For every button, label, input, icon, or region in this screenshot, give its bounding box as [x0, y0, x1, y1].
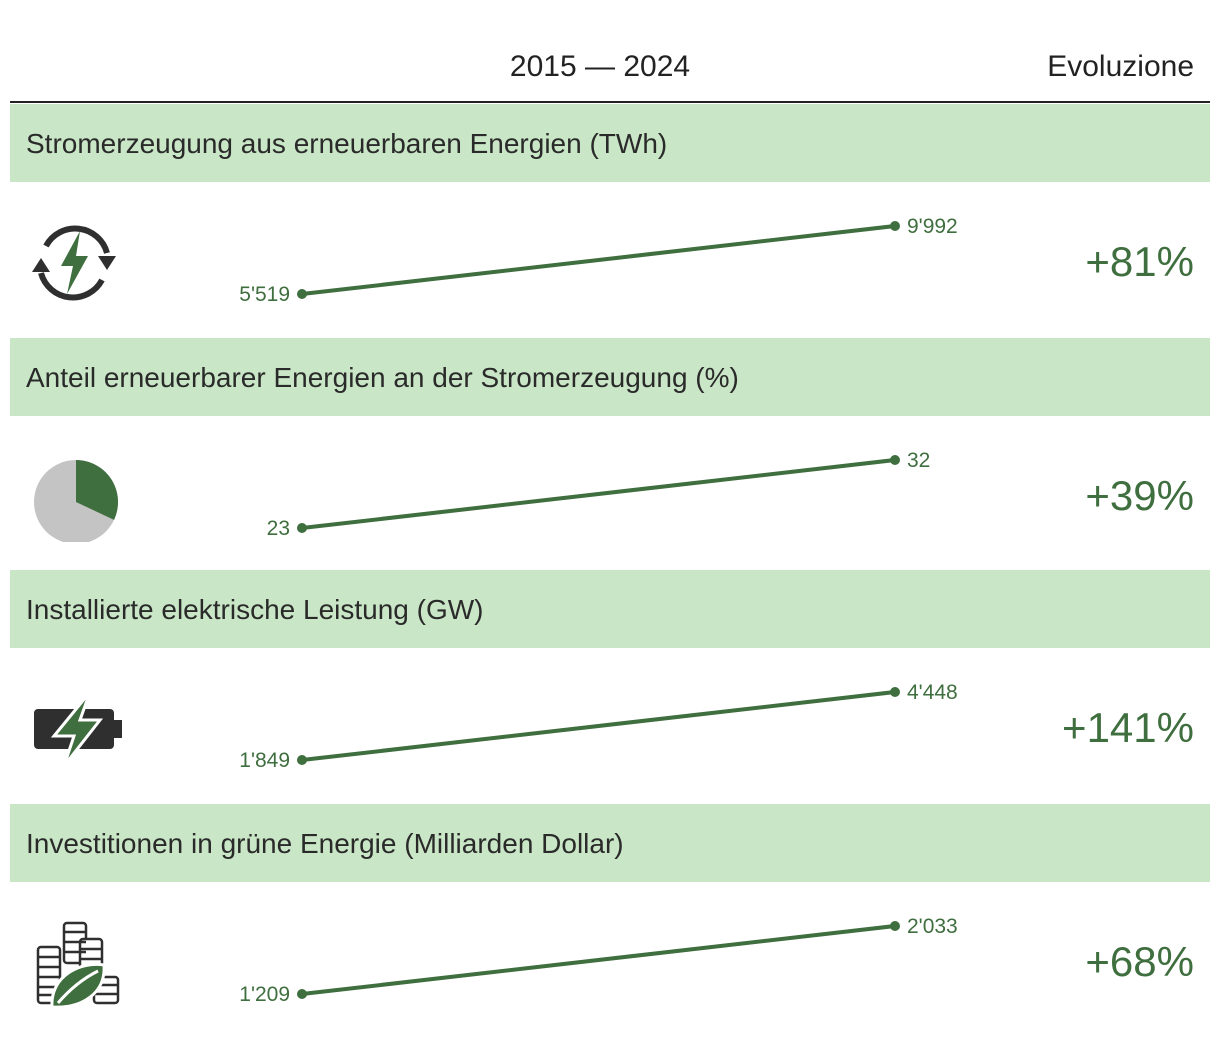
start-point [297, 989, 307, 999]
slope-chart: 1'209 2'033 [239, 915, 958, 1006]
pie-share-icon [34, 460, 118, 542]
section-title: Investitionen in grüne Energie (Milliard… [26, 828, 624, 859]
renewable-energy-cycle-icon [32, 225, 116, 301]
start-value-label: 5'519 [239, 283, 290, 306]
section-header-green-investment: Investitionen in grüne Energie (Milliard… [10, 804, 1210, 882]
metric-row-green-investment: 1'209 2'033 +68% [10, 884, 1210, 1037]
slope-line [301, 224, 896, 296]
period-header: 2015 — 2024 [509, 50, 691, 83]
end-point [890, 455, 900, 465]
slope-chart: 1'849 4'448 [239, 681, 958, 772]
section-title: Installierte elektrische Leistung (GW) [26, 594, 484, 625]
slope-chart: 23 32 [267, 449, 931, 540]
section-header-renewable-share: Anteil erneuerbarer Energien an der Stro… [10, 338, 1210, 416]
change-value: +141% [1062, 704, 1194, 751]
slope-line [301, 924, 896, 996]
metric-row-renewable-share: 23 32 +39% [10, 418, 1210, 571]
change-value: +68% [1085, 938, 1194, 985]
end-value-label: 32 [907, 449, 930, 472]
start-point [297, 755, 307, 765]
metric-row-electricity-generation: 5'519 9'992 +81% [10, 184, 1210, 337]
slope-line [301, 690, 896, 762]
end-point [890, 221, 900, 231]
coins-leaf-icon [36, 921, 120, 1009]
section-title: Anteil erneuerbarer Energien an der Stro… [26, 362, 739, 393]
slope-line [301, 458, 896, 530]
section-header-electricity-generation: Stromerzeugung aus erneuerbaren Energien… [10, 104, 1210, 182]
pie-slice [76, 460, 118, 520]
end-point [890, 921, 900, 931]
metric-row-installed-capacity: 1'849 4'448 +141% [10, 650, 1210, 803]
start-point [297, 523, 307, 533]
change-value: +81% [1085, 238, 1194, 285]
start-value-label: 1'209 [239, 983, 290, 1006]
header-divider [10, 101, 1210, 103]
battery-charging-icon [34, 691, 122, 767]
end-value-label: 4'448 [907, 681, 958, 704]
start-value-label: 23 [267, 517, 290, 540]
end-value-label: 9'992 [907, 215, 958, 238]
section-header-installed-capacity: Installierte elektrische Leistung (GW) [10, 570, 1210, 648]
table-header: 2015 — 2024 Evoluzione [0, 0, 1220, 104]
change-value: +39% [1085, 472, 1194, 519]
slope-chart: 5'519 9'992 [239, 215, 958, 306]
end-point [890, 687, 900, 697]
start-value-label: 1'849 [239, 749, 290, 772]
section-title: Stromerzeugung aus erneuerbaren Energien… [26, 128, 668, 159]
evolution-header: Evoluzione [1047, 50, 1194, 83]
end-value-label: 2'033 [907, 915, 958, 938]
start-point [297, 289, 307, 299]
